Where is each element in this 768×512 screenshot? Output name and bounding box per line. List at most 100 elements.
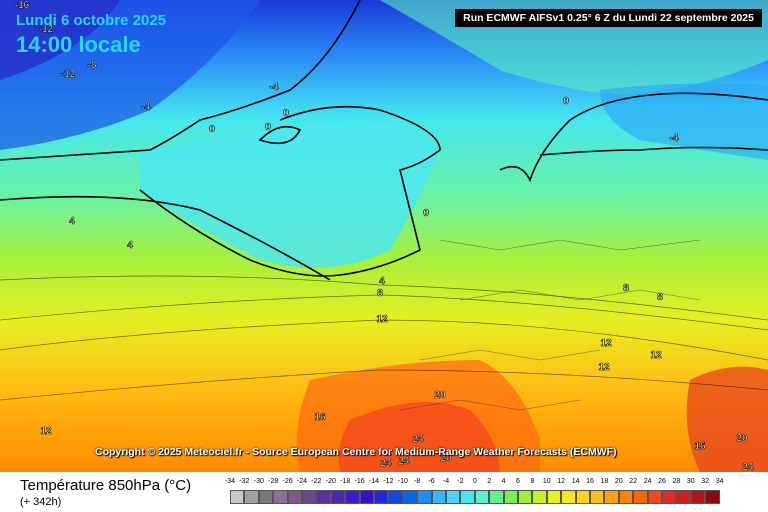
isotherm-label: 4 — [379, 276, 385, 287]
scale-label: -24 — [296, 478, 308, 485]
scale-label: -4 — [442, 478, 450, 485]
hot-region-east — [686, 366, 768, 472]
scale-swatch — [388, 490, 403, 504]
scale-swatch — [330, 490, 346, 504]
isotherm-label: -4 — [670, 133, 679, 144]
isotherm-label: 12 — [600, 338, 612, 349]
scale-label: -12 — [383, 478, 394, 485]
scale-swatch — [244, 490, 259, 504]
scale-swatch — [518, 490, 533, 504]
scale-swatch — [546, 490, 562, 504]
isotherm-label: 8 — [377, 288, 383, 299]
scale-label: -20 — [325, 478, 336, 485]
scale-swatch — [258, 490, 274, 504]
scale-label: 16 — [586, 478, 594, 485]
isotherm-label: -12 — [39, 24, 54, 35]
scale-label: -2 — [457, 478, 464, 485]
scale-swatch — [647, 490, 662, 504]
cold-region-east — [600, 83, 768, 160]
isotherm-label: 20 — [440, 453, 452, 464]
scale-label: -18 — [340, 478, 351, 485]
scale-label: -16 — [354, 478, 365, 485]
isotherm-label: 12 — [40, 426, 52, 437]
scale-swatch — [561, 490, 576, 504]
isotherm-label: 16 — [694, 441, 706, 452]
scale-label: 8 — [530, 478, 535, 485]
scale-swatch — [345, 490, 360, 504]
scale-label: -8 — [414, 478, 421, 485]
scale-label: 24 — [643, 478, 652, 485]
scale-swatch — [402, 490, 418, 504]
scale-label: -10 — [397, 478, 408, 485]
isotherm-label: -16 — [15, 0, 30, 11]
scale-swatch — [489, 490, 504, 504]
scale-label: -22 — [311, 478, 322, 485]
isotherm-label: -4 — [142, 102, 151, 113]
scale-label: 12 — [557, 478, 566, 485]
scale-label: 6 — [516, 478, 520, 485]
scale-swatch — [230, 490, 245, 504]
isotherm-label: 0 — [265, 122, 271, 133]
temperature-map: -16-12-12-8-4-40 000-40444812881212121216… — [0, 0, 768, 472]
cyan-region-atlantic — [140, 120, 440, 268]
borders — [399, 239, 701, 411]
scale-swatch — [575, 490, 590, 504]
valid-date: Lundi 6 octobre 2025 — [16, 12, 167, 29]
isotherm-label: 16 — [314, 412, 326, 423]
scale-label: 22 — [629, 478, 638, 485]
copyright-text: Copyright © 2025 Meteociel.fr - Source E… — [95, 446, 617, 458]
isotherm-label: -4 — [270, 82, 279, 93]
scale-label: -30 — [253, 478, 264, 485]
scale-swatch — [503, 490, 518, 504]
isotherm-label: 24 — [742, 462, 754, 472]
scale-swatch — [302, 490, 317, 504]
scale-label: 2 — [487, 478, 492, 485]
isotherm-label: -8 — [88, 60, 97, 71]
isotherm-label: 12 — [650, 350, 662, 361]
scale-swatch — [618, 490, 634, 504]
scale-swatch — [705, 490, 720, 504]
scale-label: -32 — [239, 478, 250, 485]
scale-label: 10 — [542, 478, 551, 485]
isotherm-label: 0 — [563, 96, 569, 107]
isotherm-label: 12 — [598, 362, 610, 373]
scale-label: 14 — [571, 478, 580, 485]
scale-label: -28 — [268, 478, 279, 485]
scale-swatch — [460, 490, 475, 504]
isotherms — [0, 275, 768, 401]
isotherm-label: 12 — [376, 314, 388, 325]
scale-swatch — [604, 490, 619, 504]
scale-swatch — [676, 490, 691, 504]
hot-region-africa — [338, 402, 500, 472]
scale-swatch — [474, 490, 490, 504]
scale-label: 34 — [715, 478, 724, 485]
coastlines — [0, 0, 768, 281]
scale-label: 28 — [672, 478, 681, 485]
scale-swatch — [273, 490, 288, 504]
isotherm-label: 24 — [380, 458, 392, 469]
scale-swatch — [590, 490, 605, 504]
isotherm-label: 0 — [283, 108, 289, 119]
scale-swatch — [374, 490, 389, 504]
scale-label: 30 — [686, 478, 695, 485]
isotherm-label: 24 — [412, 434, 424, 445]
lead-time: (+ 342h) — [20, 496, 62, 508]
scale-swatch — [316, 490, 331, 504]
scale-swatch — [417, 490, 432, 504]
scale-label: 4 — [501, 478, 506, 485]
isotherm-label: 20 — [736, 433, 748, 444]
cold-region-deep — [0, 0, 120, 80]
scale-label: -6 — [428, 478, 435, 485]
scale-label: 18 — [600, 478, 609, 485]
scale-label: -34 — [224, 478, 236, 485]
scale-label: 0 — [472, 478, 477, 485]
isotherm-label: 4 — [127, 240, 133, 251]
scale-label: -26 — [282, 478, 293, 485]
scale-label: 20 — [614, 478, 623, 485]
scale-swatch — [446, 490, 461, 504]
scale-swatch — [690, 490, 706, 504]
scale-swatch — [431, 490, 446, 504]
isotherm-label: 0 — [209, 124, 215, 135]
scale-label: 26 — [658, 478, 666, 485]
